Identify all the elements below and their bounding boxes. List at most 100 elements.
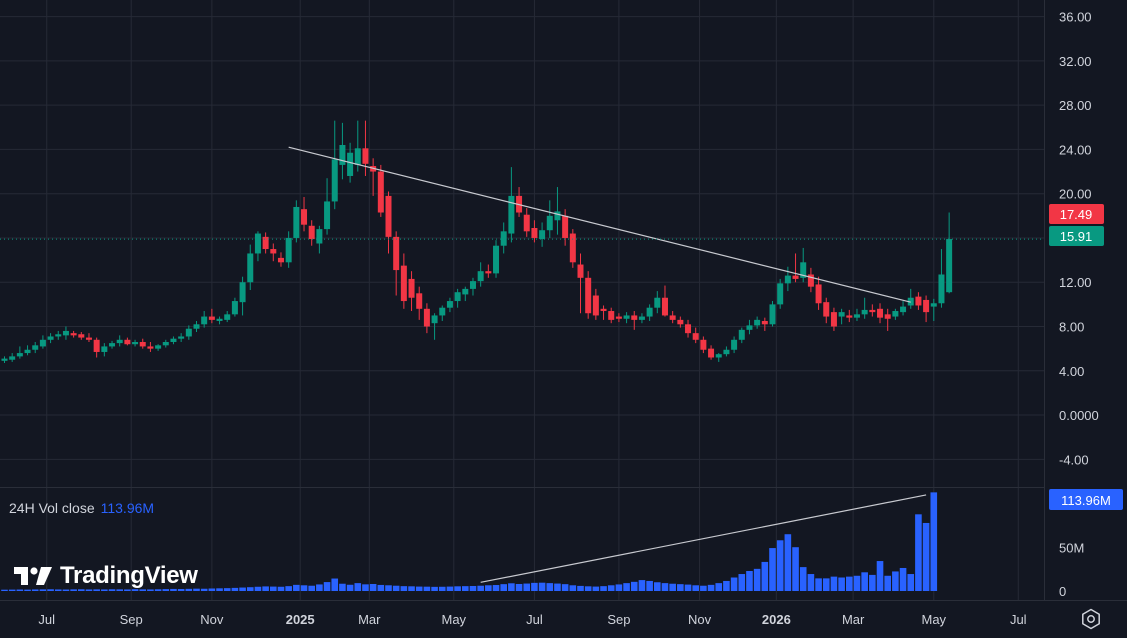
volume-bar (884, 575, 891, 591)
candle-body (247, 253, 254, 283)
candle-body (24, 349, 31, 354)
time-tick-label: 2026 (762, 612, 791, 627)
candle-body (270, 249, 277, 254)
volume-bar (431, 586, 438, 591)
candle-body (493, 245, 500, 274)
volume-bar (208, 588, 216, 591)
volume-bar (16, 589, 24, 591)
volume-bar (392, 585, 400, 591)
candle-body (807, 274, 814, 287)
price-tick-label: 24.00 (1059, 142, 1092, 157)
volume-bar (177, 589, 185, 591)
volume-bar (515, 583, 523, 591)
volume-bar (638, 580, 646, 591)
candle-body (347, 152, 354, 176)
candle-body (731, 339, 738, 350)
volume-legend[interactable]: 24H Vol close 113.96M (9, 500, 154, 516)
volume-bar (899, 567, 907, 591)
candle-body (900, 306, 907, 313)
volume-bar (239, 587, 246, 591)
candle-body (577, 264, 584, 278)
candle-body (416, 293, 423, 309)
candle-body (93, 339, 100, 352)
candle-body (608, 311, 615, 320)
volume-bar (853, 575, 861, 591)
volume-bar (339, 583, 346, 591)
candle-body (393, 236, 400, 271)
candle-body (523, 214, 530, 232)
volume-bar (807, 574, 815, 591)
volume-bar (454, 586, 461, 591)
time-tick-label: Mar (358, 612, 381, 627)
candle-body (638, 316, 645, 320)
volume-bar (408, 586, 415, 591)
current-price-label: 17.49 (1049, 204, 1104, 224)
candle-body (339, 144, 346, 165)
candle-body (946, 239, 953, 293)
volume-bar (362, 584, 369, 591)
candle-body (185, 328, 192, 337)
volume-bar (523, 583, 531, 591)
candle-body (385, 195, 392, 237)
volume-bar (738, 574, 746, 591)
candle-body (331, 159, 338, 202)
settings-icon[interactable] (1080, 608, 1102, 630)
price-tick-label: 20.00 (1059, 187, 1092, 202)
volume-tick-label: 0 (1059, 584, 1066, 599)
candle-body (485, 271, 492, 274)
volume-bar (377, 584, 385, 591)
volume-bar (654, 582, 661, 591)
volume-bar (346, 584, 354, 591)
volume-trendline[interactable] (480, 494, 927, 583)
volume-bar (231, 587, 239, 591)
volume-bar (477, 585, 484, 591)
candle-body (685, 324, 692, 334)
volume-bar (162, 589, 170, 591)
candle-body (708, 348, 715, 358)
volume-bar (154, 589, 162, 591)
volume-bar (300, 585, 308, 591)
tradingview-logo[interactable]: TradingView (12, 562, 198, 590)
trendlines[interactable] (288, 146, 927, 583)
volume-bar (723, 580, 730, 591)
candle-body (546, 215, 553, 231)
candle-body (623, 315, 630, 319)
candle-body (646, 307, 653, 317)
time-tick-label: Mar (842, 612, 865, 627)
volume-bar (707, 584, 715, 591)
candle-body (569, 233, 576, 263)
volume-bar (246, 587, 254, 591)
candle-body (78, 334, 85, 338)
volume-bar (124, 589, 131, 591)
time-tick-label: Jul (526, 612, 543, 627)
candle-body (178, 336, 185, 339)
volume-bar (254, 586, 262, 591)
volume-bar (876, 561, 884, 591)
candle-body (661, 297, 668, 316)
volume-bar (262, 586, 269, 591)
candle-body (454, 292, 461, 302)
candle-body (692, 333, 699, 340)
volume-bar (538, 582, 546, 591)
volume-bar (776, 540, 784, 591)
grid (0, 0, 1044, 600)
candle-body (861, 309, 868, 315)
price-tick-label: 28.00 (1059, 98, 1092, 113)
volume-axis[interactable]: 100M50M0 (1059, 497, 1092, 599)
volume-bar (270, 586, 277, 591)
candle-body (408, 278, 415, 298)
volume-bar (761, 561, 769, 591)
volume-bar (78, 589, 85, 591)
time-axis[interactable]: Jul Sep Nov 2025 Mar May Jul Sep Nov 2026 Mar May Ju… (38, 612, 1026, 627)
candle-body (285, 237, 292, 263)
volume-bar (108, 589, 116, 591)
volume-bar (769, 548, 776, 591)
volume-bar (39, 589, 47, 591)
candle-body (531, 228, 538, 238)
price-trendline[interactable] (288, 146, 911, 303)
candle-body (231, 301, 238, 315)
candle-body (669, 315, 676, 320)
volume-bar (930, 492, 938, 591)
volume-bar (922, 522, 930, 591)
